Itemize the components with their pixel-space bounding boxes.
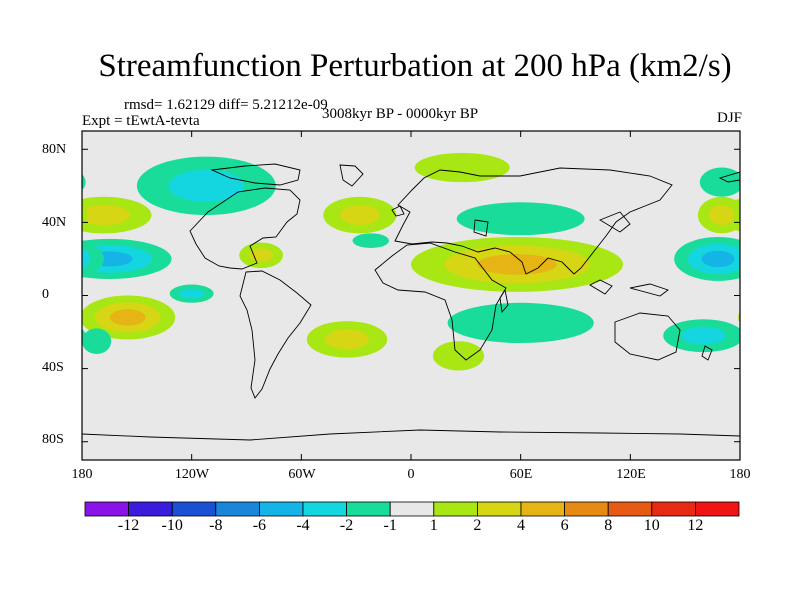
lat-label-80n: 80N: [42, 142, 67, 157]
colorbar-label-2: -8: [209, 517, 223, 534]
anomaly-15-level-0: [82, 203, 88, 227]
colorbar-swatch-6: [346, 501, 391, 517]
colorbar-label-6: -1: [383, 517, 397, 534]
colorbar-swatch-10: [520, 501, 565, 517]
anomaly-14-level-0: [82, 174, 86, 191]
coastlines: [82, 163, 740, 441]
lat-label-0: 0: [42, 287, 49, 302]
lon-label-60w: 60W: [288, 467, 316, 482]
experiment-label: Expt = tEwtA-tevta: [82, 113, 200, 129]
lon-label-180w: 180: [71, 467, 93, 482]
stats-text: rmsd= 1.62129 diff= 5.21212e-09: [124, 97, 328, 113]
anomaly-13-level-0: [432, 341, 485, 371]
colorbar-swatch-5: [302, 501, 347, 517]
colorbar-label-11: 8: [604, 517, 613, 534]
anomaly-9-level-0: [414, 152, 510, 183]
anomaly-6-level-1: [325, 329, 369, 350]
anomaly-16-level-2: [701, 250, 735, 268]
anomaly-11-level-2: [477, 254, 557, 275]
colorbar-label-13: 12: [687, 517, 704, 534]
lat-label-80s: 80S: [42, 432, 64, 447]
colorbar-swatch-8: [433, 501, 478, 517]
colorbar-swatch-9: [476, 501, 522, 517]
colorbar-label-5: -2: [339, 517, 354, 534]
anomaly-3-level-1: [168, 169, 245, 202]
colorbar-label-3: -6: [252, 517, 267, 534]
colorbar-label-0: -12: [117, 517, 140, 534]
period-label: 3008kyr BP - 0000kyr BP: [322, 106, 479, 122]
lon-label-180e: 180: [729, 467, 751, 482]
anomaly-2-level-2: [109, 309, 146, 326]
anomaly-12-level-0: [447, 302, 594, 344]
colorbar-label-7: 1: [429, 517, 438, 534]
lon-label-0: 0: [407, 467, 415, 482]
anomaly-16-level-0: [82, 239, 104, 278]
colorbar-swatch-12: [607, 501, 653, 517]
anomaly-7-level-1: [339, 205, 380, 226]
anomaly-0-level-1: [82, 205, 130, 226]
colorbar-label-1: -10: [161, 517, 183, 534]
colorbar-swatch-4: [258, 501, 304, 517]
anomaly-16-level-1: [82, 248, 91, 270]
colorbar-swatch-0: [84, 501, 129, 517]
anomaly-15-level-1: [708, 205, 735, 226]
colorbar-swatch-11: [564, 501, 609, 517]
colorbar-label-10: 6: [560, 517, 569, 534]
colorbar-swatch-14: [695, 501, 740, 517]
lon-label-120w: 120W: [174, 467, 210, 482]
chart-title: Streamfunction Perturbation at 200 hPa (…: [98, 48, 732, 84]
colorbar-label-4: -4: [296, 517, 310, 534]
lon-label-60e: 60E: [509, 467, 533, 482]
lat-label-40n: 40N: [42, 215, 67, 230]
colorbar-label-9: 4: [517, 517, 525, 534]
anomaly-17-level-1: [681, 326, 726, 345]
lat-label-40s: 40S: [42, 360, 64, 375]
colorbar-swatch-7: [389, 501, 435, 517]
lon-label-120e: 120E: [616, 467, 646, 482]
anomaly-10-level-0: [456, 202, 585, 236]
anomaly-8-level-0: [352, 233, 390, 248]
colorbar-swatch-2: [171, 501, 217, 517]
anomaly-18-level-0: [82, 328, 112, 354]
colorbar-swatch-1: [128, 501, 173, 517]
colorbar-swatch-3: [215, 501, 260, 517]
colorbar-label-12: 10: [643, 517, 660, 534]
season-label: DJF: [716, 110, 742, 126]
colorbar-label-8: 2: [473, 517, 482, 534]
colorbar-swatch-13: [651, 501, 696, 517]
anomaly-4-level-1: [179, 288, 204, 299]
